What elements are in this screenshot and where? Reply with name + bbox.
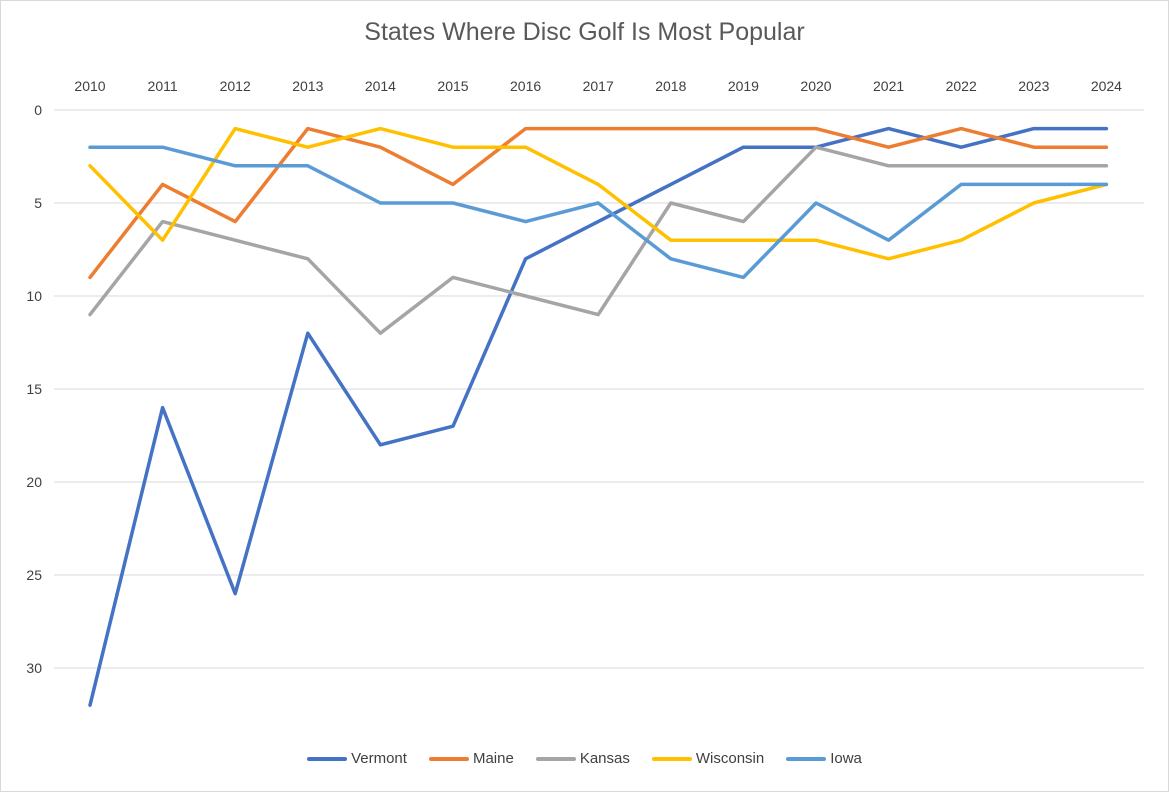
x-tick-label: 2011 — [148, 78, 178, 94]
series-line-iowa — [88, 145, 1109, 280]
y-tick-label: 25 — [26, 567, 42, 583]
legend-item-wisconsin: Wisconsin — [651, 750, 765, 767]
x-tick-label: 2017 — [583, 78, 614, 94]
x-tick-labels: 2010 2011 2012 2013 2014 2015 2016 2017 2018 2019… — [74, 78, 1122, 94]
legend-swatch — [428, 756, 469, 761]
legend-swatch — [786, 756, 827, 761]
x-tick-label: 2012 — [220, 78, 251, 94]
legend-label: Vermont — [351, 750, 407, 767]
x-tick-label: 2014 — [365, 78, 396, 94]
x-tick-label: 2020 — [800, 78, 831, 94]
legend-item-vermont: Vermont — [307, 750, 407, 767]
x-tick-label: 2024 — [1091, 78, 1122, 94]
series-line-vermont — [88, 126, 1109, 707]
x-tick-label: 2023 — [1018, 78, 1049, 94]
series-line-kansas — [88, 145, 1109, 335]
gridlines — [54, 109, 1144, 669]
y-tick-label: 5 — [34, 195, 42, 211]
y-tick-label: 30 — [26, 660, 42, 676]
y-tick-label: 0 — [34, 102, 42, 118]
y-tick-labels: 0 5 10 15 20 25 30 — [26, 102, 42, 676]
legend-item-maine: Maine — [428, 750, 514, 767]
x-tick-label: 2015 — [437, 78, 468, 94]
legend-label: Maine — [472, 750, 514, 767]
x-tick-label: 2010 — [74, 78, 105, 94]
legend-swatch — [651, 756, 692, 761]
legend-item-kansas: Kansas — [535, 750, 630, 767]
x-tick-label: 2022 — [946, 78, 977, 94]
legend-swatch — [307, 756, 348, 761]
x-tick-label: 2019 — [728, 78, 759, 94]
legend-label: Kansas — [579, 750, 630, 767]
x-tick-label: 2013 — [292, 78, 323, 94]
series-line-maine — [88, 126, 1109, 280]
y-tick-label: 10 — [26, 288, 42, 304]
legend-label: Wisconsin — [695, 750, 765, 767]
y-tick-label: 15 — [26, 381, 42, 397]
x-tick-label: 2018 — [655, 78, 686, 94]
x-tick-label: 2021 — [873, 78, 904, 94]
legend: Vermont Maine Kansas Wisconsin Iowa — [0, 750, 1169, 767]
legend-item-iowa: Iowa — [786, 750, 862, 767]
series-line-wisconsin — [88, 126, 1109, 261]
y-tick-label: 20 — [26, 474, 42, 490]
x-tick-label: 2016 — [510, 78, 541, 94]
series-lines — [88, 126, 1109, 707]
legend-label: Iowa — [830, 750, 862, 767]
legend-swatch — [535, 756, 576, 761]
chart-title: States Where Disc Golf Is Most Popular — [364, 18, 805, 46]
